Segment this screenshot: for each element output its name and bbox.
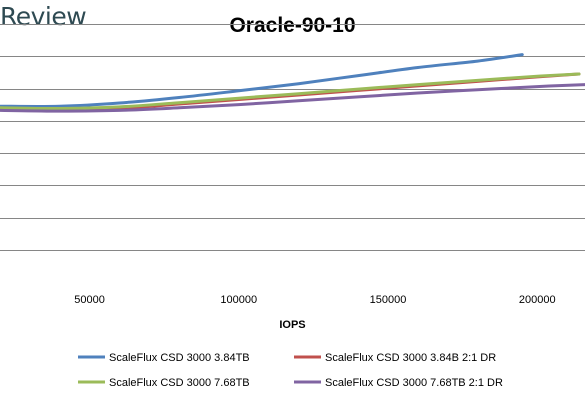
legend-label: ScaleFlux CSD 3000 3.84TB (109, 352, 250, 364)
legend-label: ScaleFlux CSD 3000 7.68TB (109, 377, 250, 389)
site-logo-text: Review (0, 2, 87, 31)
series-line-4 (0, 83, 585, 113)
x-tick-label: 100000 (220, 294, 257, 306)
x-tick-label: 150000 (370, 294, 407, 306)
legend-label: ScaleFlux CSD 3000 7.68TB 2:1 DR (325, 377, 503, 389)
legend-label: ScaleFlux CSD 3000 3.84B 2:1 DR (325, 352, 496, 364)
legend: ScaleFlux CSD 3000 3.84TB ScaleFlux CSD 3… (78, 352, 503, 389)
x-axis-ticks: 50000 100000 150000 200000 (74, 294, 555, 306)
series-line-3 (0, 72, 581, 111)
series-line-1 (0, 53, 524, 108)
series-lines (0, 53, 585, 113)
x-tick-label: 50000 (74, 294, 105, 306)
gridlines (0, 24, 585, 251)
chart-title: Oracle-90-10 (229, 14, 356, 37)
x-axis-title: IOPS (279, 319, 305, 331)
x-tick-label: 200000 (519, 294, 556, 306)
